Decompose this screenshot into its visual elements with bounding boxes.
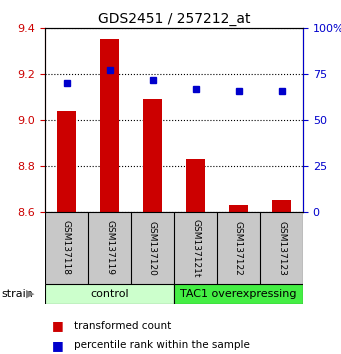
Text: GSM137123: GSM137123	[277, 221, 286, 275]
Text: strain: strain	[2, 289, 33, 299]
Text: transformed count: transformed count	[74, 321, 171, 331]
Text: ■: ■	[52, 319, 63, 332]
Text: percentile rank within the sample: percentile rank within the sample	[74, 340, 250, 350]
Bar	[143, 99, 162, 212]
Bar	[229, 205, 248, 212]
Bar	[174, 284, 303, 304]
Bar	[272, 200, 291, 212]
Text: GSM137122: GSM137122	[234, 221, 243, 275]
Text: GSM137121t: GSM137121t	[191, 219, 200, 277]
Text: control: control	[90, 289, 129, 299]
Title: GDS2451 / 257212_at: GDS2451 / 257212_at	[98, 12, 250, 25]
Text: ■: ■	[52, 339, 63, 352]
Text: GSM137119: GSM137119	[105, 221, 114, 275]
Bar	[186, 159, 205, 212]
Bar	[45, 284, 174, 304]
Text: GSM137118: GSM137118	[62, 221, 71, 275]
Bar	[100, 40, 119, 212]
Text: TAC1 overexpressing: TAC1 overexpressing	[180, 289, 297, 299]
Text: GSM137120: GSM137120	[148, 221, 157, 275]
Bar	[57, 111, 76, 212]
Text: ▶: ▶	[26, 289, 34, 299]
